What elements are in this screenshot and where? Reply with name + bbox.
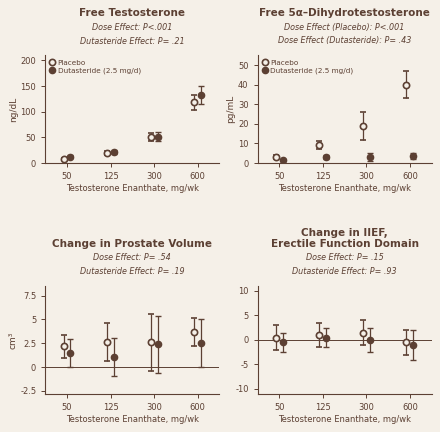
Y-axis label: ng/dL: ng/dL — [9, 96, 18, 122]
X-axis label: Testosterone Enanthate, mg/wk: Testosterone Enanthate, mg/wk — [66, 184, 199, 193]
X-axis label: Testosterone Enanthate, mg/wk: Testosterone Enanthate, mg/wk — [278, 415, 411, 424]
Text: Dose Effect: P= .15: Dose Effect: P= .15 — [306, 254, 384, 262]
Y-axis label: pg/mL: pg/mL — [226, 95, 235, 123]
Legend: Placebo, Dutasteride (2.5 mg/d): Placebo, Dutasteride (2.5 mg/d) — [261, 59, 354, 74]
Title: Free Testosterone: Free Testosterone — [79, 8, 185, 18]
Text: Dose Effect (Placebo): P<.001: Dose Effect (Placebo): P<.001 — [285, 22, 405, 32]
Legend: Placebo, Dutasteride (2.5 mg/d): Placebo, Dutasteride (2.5 mg/d) — [49, 59, 141, 74]
Text: Dose Effect: P= .54: Dose Effect: P= .54 — [93, 254, 171, 262]
Text: Dutasteride Effect: P= .19: Dutasteride Effect: P= .19 — [80, 267, 185, 276]
Y-axis label: cm³: cm³ — [8, 331, 17, 349]
Title: Free 5α–Dihydrotestosterone: Free 5α–Dihydrotestosterone — [259, 8, 430, 18]
Text: Dose Effect: P<.001: Dose Effect: P<.001 — [92, 22, 172, 32]
X-axis label: Testosterone Enanthate, mg/wk: Testosterone Enanthate, mg/wk — [278, 184, 411, 193]
Text: Dose Effect (Dutasteride): P= .43: Dose Effect (Dutasteride): P= .43 — [278, 36, 411, 45]
Title: Change in IIEF,
Erectile Function Domain: Change in IIEF, Erectile Function Domain — [271, 228, 418, 249]
X-axis label: Testosterone Enanthate, mg/wk: Testosterone Enanthate, mg/wk — [66, 415, 199, 424]
Title: Change in Prostate Volume: Change in Prostate Volume — [52, 239, 212, 249]
Text: Dutasteride Effect: P= .21: Dutasteride Effect: P= .21 — [80, 36, 185, 45]
Text: Dutasteride Effect: P= .93: Dutasteride Effect: P= .93 — [292, 267, 397, 276]
